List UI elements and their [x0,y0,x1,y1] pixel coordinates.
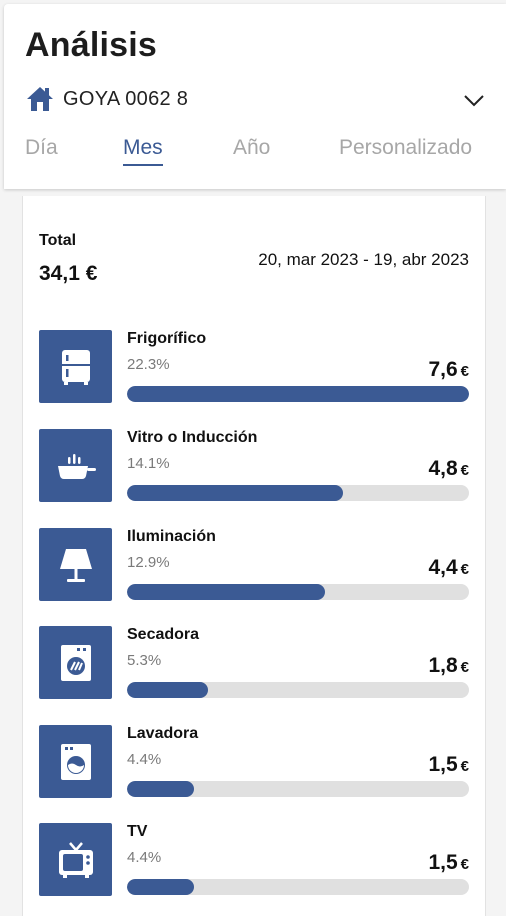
consumption-bar-track [127,386,469,402]
item-amount: 1,5 € [428,753,469,777]
consumption-bar-fill [127,485,344,501]
lamp-icon [39,528,112,601]
location-selector[interactable]: GOYA 0062 8 [26,84,496,114]
consumption-bar-track [127,485,469,501]
item-name: TV [127,823,148,840]
currency-symbol: € [460,659,469,676]
amount-number: 4,4 [428,556,458,579]
date-range: 20, mar 2023 - 19, abr 2023 [258,250,469,269]
item-percent: 22.3% [127,356,170,373]
item-percent: 12.9% [127,554,170,571]
tv-icon [39,823,112,896]
house-icon [26,85,54,113]
item-amount: 7,6 € [428,358,469,382]
item-amount: 4,4 € [428,556,469,580]
location-name: GOYA 0062 8 [63,87,189,110]
washing-machine-icon [39,725,112,798]
item-amount: 4,8 € [428,457,469,481]
cooking-pan-icon [39,429,112,502]
currency-symbol: € [460,363,469,380]
tab-dia[interactable]: Día [25,136,58,159]
consumption-bar-track [127,879,469,895]
total-value: 34,1 € [39,262,98,285]
item-percent: 5.3% [127,652,162,669]
total-label: Total [39,232,77,249]
list-item[interactable]: TV 4.4% 1,5 € [39,823,469,897]
amount-number: 7,6 [428,358,458,381]
item-name: Vitro o Inducción [127,429,258,446]
consumption-bar-fill [127,386,469,402]
item-percent: 4.4% [127,849,162,866]
list-item[interactable]: Iluminación 12.9% 4,4 € [39,528,469,602]
item-percent: 14.1% [127,455,170,472]
consumption-bar-fill [127,584,326,600]
item-name: Iluminación [127,528,216,545]
consumption-bar-track [127,781,469,797]
list-item[interactable]: Lavadora 4.4% 1,5 € [39,725,469,799]
amount-number: 1,5 [428,851,458,874]
consumption-bar-fill [127,781,195,797]
consumption-bar-track [127,682,469,698]
item-name: Lavadora [127,725,199,742]
item-percent: 4.4% [127,751,162,768]
currency-symbol: € [460,856,469,873]
item-name: Secadora [127,626,200,643]
list-item[interactable]: Secadora 5.3% 1,8 € [39,626,469,700]
tab-personalizado[interactable]: Personalizado [339,136,473,159]
chevron-down-icon[interactable] [462,88,486,112]
item-name: Frigorífico [127,330,207,347]
header: Análisis GOYA 0062 8 Día Mes Año Persona… [4,4,506,189]
consumption-bar-fill [127,879,195,895]
dryer-icon [39,626,112,699]
page-title: Análisis [25,26,157,64]
list-item[interactable]: Vitro o Inducción 14.1% 4,8 € [39,429,469,503]
currency-symbol: € [460,561,469,578]
list-item[interactable]: Frigorífico 22.3% 7,6 € [39,330,469,404]
tab-mes[interactable]: Mes [123,136,163,166]
amount-number: 4,8 [428,457,458,480]
consumption-card: Total 34,1 € 20, mar 2023 - 19, abr 2023… [22,196,486,916]
fridge-icon [39,330,112,403]
item-amount: 1,8 € [428,654,469,678]
consumption-bar-track [127,584,469,600]
consumption-bar-fill [127,682,209,698]
tab-ano[interactable]: Año [233,136,271,159]
amount-number: 1,8 [428,654,458,677]
amount-number: 1,5 [428,753,458,776]
currency-symbol: € [460,758,469,775]
period-tabs: Día Mes Año Personalizado [4,136,506,176]
currency-symbol: € [460,462,469,479]
item-amount: 1,5 € [428,851,469,875]
